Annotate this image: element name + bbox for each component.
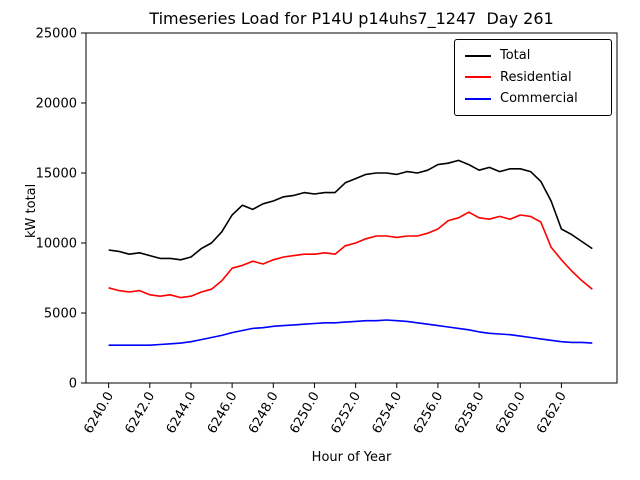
series-line-commercial xyxy=(108,319,593,347)
x-tick-label: 6246.0 xyxy=(205,390,241,437)
series-line-residential xyxy=(108,211,593,299)
legend-label-total: Total xyxy=(500,48,531,63)
plot-frame xyxy=(85,32,618,384)
x-tick-label: 6250.0 xyxy=(287,390,323,437)
y-tick-label: 25000 xyxy=(36,27,77,42)
x-tick-label: 6252.0 xyxy=(328,390,364,437)
x-tick-label: 6260.0 xyxy=(493,390,529,437)
x-tick-label: 6262.0 xyxy=(534,390,570,437)
x-tick-label: 6240.0 xyxy=(81,390,117,437)
y-axis-label: kW total xyxy=(24,183,39,238)
y-tick-label: 20000 xyxy=(36,97,77,112)
x-tick-label: 6258.0 xyxy=(452,390,488,437)
y-tick-label: 5000 xyxy=(44,307,77,322)
legend-item-total: Total xyxy=(455,45,611,67)
y-tick-label: 15000 xyxy=(36,167,77,182)
chart-title: Timeseries Load for P14U p14uhs7_1247 Da… xyxy=(149,9,554,28)
legend-line-swatch-commercial xyxy=(465,97,491,100)
x-axis-label: Hour of Year xyxy=(311,450,392,465)
x-tick-label: 6256.0 xyxy=(411,390,447,437)
x-tick-label: 6244.0 xyxy=(164,390,200,437)
x-tick-label: 6248.0 xyxy=(246,390,282,437)
series-line-total xyxy=(108,159,593,261)
legend-item-residential: Residential xyxy=(455,67,611,89)
x-tick-label: 6254.0 xyxy=(370,390,406,437)
legend: Total Residential Commercial xyxy=(454,39,612,116)
x-tick-label: 6242.0 xyxy=(123,390,159,437)
legend-label-residential: Residential xyxy=(500,69,572,85)
y-tick-label: 0 xyxy=(69,377,77,392)
legend-label-commercial: Commercial xyxy=(500,91,578,107)
y-tick-label: 10000 xyxy=(36,237,77,252)
legend-line-swatch-residential xyxy=(465,76,491,79)
legend-line-swatch-total xyxy=(465,54,491,57)
legend-item-commercial: Commercial xyxy=(455,88,611,110)
